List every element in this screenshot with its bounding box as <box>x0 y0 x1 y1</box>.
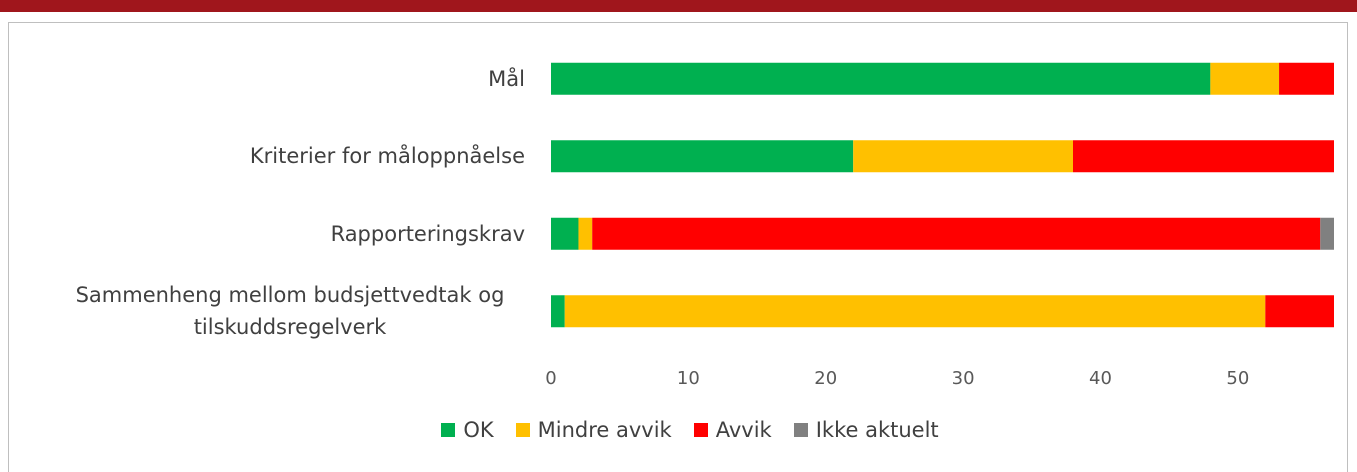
legend: OK Mindre avvik Avvik Ikke aktuelt <box>0 418 1357 442</box>
category-label: Mål <box>488 66 525 91</box>
bar-segment <box>551 217 579 250</box>
x-tick-label: 0 <box>545 368 557 389</box>
legend-swatch <box>693 423 708 437</box>
bar-segment <box>564 295 1266 328</box>
legend-swatch <box>441 423 456 437</box>
legend-label: OK <box>463 418 494 442</box>
legend-label: Avvik <box>715 418 772 442</box>
x-tick-label: 50 <box>1226 368 1250 389</box>
category-label: Sammenheng mellom budsjettvedtak og tils… <box>75 283 505 340</box>
legend-item: Ikke aktuelt <box>793 418 939 442</box>
category-label: Rapporteringskrav <box>330 221 525 246</box>
legend-item: Mindre avvik <box>515 418 672 442</box>
bar-segment <box>592 217 1321 250</box>
bar-segment <box>1073 140 1334 173</box>
x-tick-label: 20 <box>814 368 838 389</box>
legend-swatch <box>793 423 808 437</box>
category-label: Kriterier for måloppnåelse <box>249 144 525 169</box>
legend-label: Ikke aktuelt <box>815 418 939 442</box>
legend-item: OK <box>441 418 494 442</box>
bar-segment <box>1320 217 1334 250</box>
bar-segment <box>1210 62 1280 95</box>
bar-segment <box>551 140 854 173</box>
x-tick-label: 10 <box>676 368 700 389</box>
banner <box>0 0 1357 12</box>
bar-segment <box>1279 62 1334 95</box>
chart-frame <box>8 22 1348 472</box>
legend-label: Mindre avvik <box>537 418 672 442</box>
x-tick-label: 40 <box>1089 368 1112 389</box>
bar-segment <box>578 217 593 250</box>
bar-segment <box>853 140 1073 173</box>
bar-segment <box>1265 295 1334 328</box>
bar-segment <box>551 62 1211 95</box>
legend-item: Avvik <box>693 418 772 442</box>
bar-segment <box>551 295 565 328</box>
legend-swatch <box>515 423 530 437</box>
x-tick-label: 30 <box>951 368 975 389</box>
